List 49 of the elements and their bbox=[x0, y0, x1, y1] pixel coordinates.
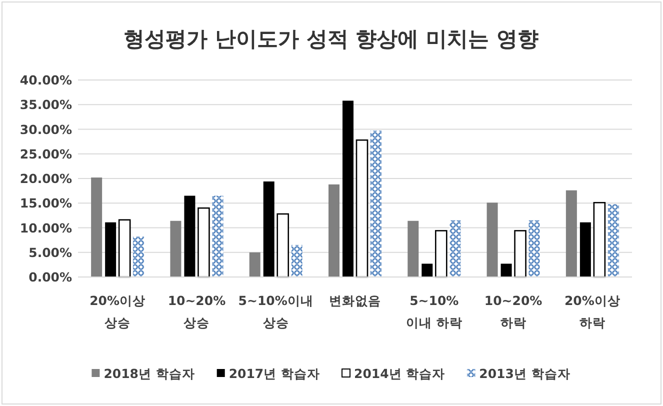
bar bbox=[263, 181, 274, 277]
bar bbox=[566, 190, 577, 277]
legend-label: 2017년 학습자 bbox=[228, 366, 320, 381]
legend-label: 2013년 학습자 bbox=[479, 366, 570, 381]
bar bbox=[249, 252, 260, 277]
y-tick-label: 20.00% bbox=[20, 171, 72, 186]
bar bbox=[593, 202, 606, 278]
bar bbox=[212, 196, 224, 277]
bar bbox=[118, 219, 131, 278]
bar bbox=[500, 264, 512, 277]
x-tick-label: 10~20% 하락 bbox=[484, 293, 543, 330]
bar bbox=[170, 220, 182, 277]
y-tick-label: 35.00% bbox=[20, 97, 72, 112]
chart-title: 형성평가 난이도가 성적 향상에 미치는 영향 bbox=[124, 27, 538, 51]
x-tick-label: 20%이상 하락 bbox=[564, 293, 620, 330]
bar bbox=[198, 207, 210, 278]
y-tick-label: 0.00% bbox=[28, 270, 72, 284]
bar bbox=[422, 264, 433, 277]
legend-label: 2014년 학습자 bbox=[354, 366, 446, 381]
bar bbox=[528, 220, 540, 277]
bar bbox=[580, 222, 591, 277]
bar bbox=[276, 213, 290, 278]
bar bbox=[342, 100, 354, 277]
bar bbox=[408, 220, 419, 277]
bar bbox=[450, 220, 461, 277]
bar bbox=[356, 139, 368, 278]
bar bbox=[91, 178, 102, 277]
y-tick-label: 5.00% bbox=[28, 244, 72, 260]
y-tick-label: 30.00% bbox=[20, 122, 72, 137]
bar bbox=[514, 230, 526, 278]
x-tick-label: 20%이상 상승 bbox=[90, 293, 146, 330]
bar bbox=[133, 236, 144, 277]
bar bbox=[486, 202, 498, 277]
bar bbox=[608, 204, 619, 277]
legend-label: 2018년 학습자 bbox=[104, 366, 195, 381]
bar bbox=[434, 230, 448, 278]
x-tick-label: 변화없음 bbox=[329, 293, 381, 308]
y-tick-label: 25.00% bbox=[20, 146, 72, 162]
bar bbox=[291, 244, 302, 277]
bar bbox=[328, 184, 340, 277]
x-tick-label: 5~10%이내 상승 bbox=[238, 293, 314, 330]
x-tick-label: 10~20% 상승 bbox=[168, 293, 226, 330]
y-tick-label: 10.00% bbox=[20, 220, 72, 236]
bar bbox=[105, 222, 116, 277]
y-tick-label: 15.00% bbox=[20, 196, 72, 211]
bar bbox=[184, 196, 196, 277]
x-tick-label: 5~10% 이내 하락 bbox=[406, 293, 462, 330]
bar bbox=[370, 130, 382, 277]
y-tick-label: 40.00% bbox=[20, 72, 72, 88]
